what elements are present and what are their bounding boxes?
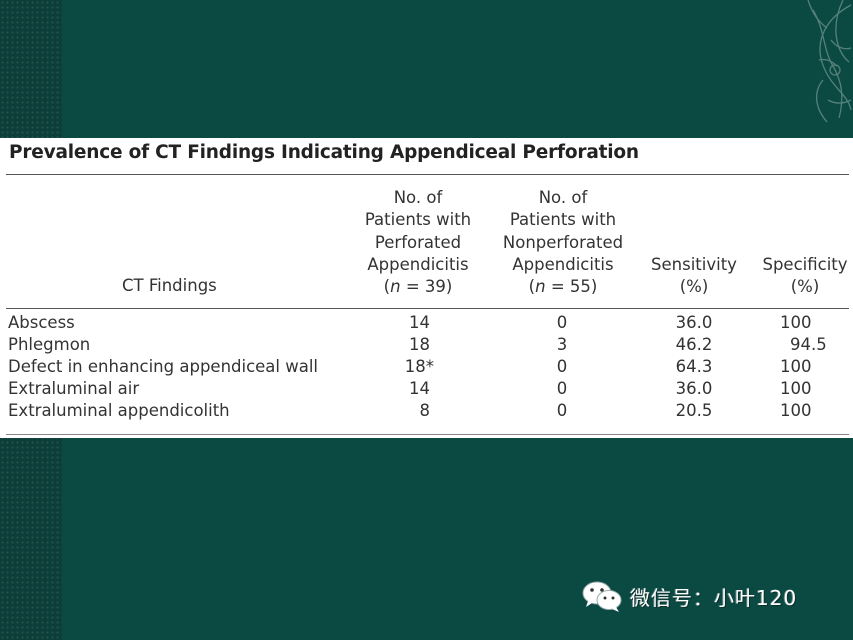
header-nonperforated: No. of Patients with Nonperforated Appen… bbox=[495, 187, 631, 298]
header-sensitivity-line: (%) bbox=[679, 277, 709, 297]
header-perforated-line: Perforated bbox=[374, 232, 462, 252]
header-perforated-line: Appendicitis bbox=[367, 254, 469, 274]
header-specificity-line: Specificity bbox=[762, 255, 848, 274]
wechat-icon bbox=[582, 581, 622, 612]
header-perforated-n: (n = 39) bbox=[383, 277, 453, 297]
cell-specificity: 100 bbox=[780, 313, 812, 332]
cell-sensitivity: 20.5 bbox=[675, 401, 713, 420]
cell-nonperforated: 0 bbox=[556, 401, 568, 420]
cell-nonperforated: 0 bbox=[556, 379, 568, 398]
cell-perforated: 14 bbox=[409, 313, 430, 332]
header-perforated-line: Patients with bbox=[364, 210, 472, 230]
cell-perforated: 8 bbox=[419, 401, 431, 420]
cell-nonperforated: 3 bbox=[556, 335, 568, 354]
cell-finding: Phlegmon bbox=[8, 335, 91, 354]
cell-sensitivity: 46.2 bbox=[675, 335, 713, 354]
cell-specificity: 100 bbox=[780, 401, 812, 420]
cell-finding: Extraluminal air bbox=[8, 379, 140, 398]
watermark: 微信号：小叶120 bbox=[580, 578, 797, 614]
cell-finding: Extraluminal appendicolith bbox=[8, 401, 230, 420]
cell-perforated: 18 bbox=[409, 335, 430, 354]
header-sensitivity: Sensitivity (%) bbox=[647, 254, 741, 299]
cell-nonperforated: 0 bbox=[556, 313, 568, 332]
cell-sensitivity: 64.3 bbox=[675, 357, 713, 376]
header-sensitivity-line: Sensitivity bbox=[651, 255, 737, 274]
header-nonperforated-line: No. of bbox=[538, 188, 588, 207]
findings-table: Prevalence of CT Findings Indicating App… bbox=[0, 138, 853, 438]
cell-nonperforated: 0 bbox=[556, 357, 568, 376]
phoenix-ornament-icon bbox=[807, 0, 852, 123]
header-nonperforated-line: Nonperforated bbox=[502, 232, 624, 252]
watermark-text: 微信号：小叶120 bbox=[630, 585, 798, 610]
header-specificity: Specificity (%) bbox=[757, 254, 853, 299]
cell-specificity: 100 bbox=[780, 379, 812, 398]
cell-perforated: 14 bbox=[409, 379, 430, 398]
header-specificity-line: (%) bbox=[790, 277, 820, 297]
cell-specificity: 100 bbox=[780, 357, 812, 376]
cell-specificity: 94.5 bbox=[790, 335, 827, 354]
cell-perforated: 18* bbox=[404, 357, 434, 376]
cell-finding: Abscess bbox=[8, 313, 75, 332]
header-nonperforated-line: Patients with bbox=[509, 210, 617, 230]
header-ct-findings: CT Findings bbox=[122, 276, 217, 295]
cell-finding: Defect in enhancing appendiceal wall bbox=[8, 357, 319, 376]
table-bottom-rule bbox=[6, 434, 849, 435]
table-top-rule bbox=[6, 174, 849, 175]
header-perforated: No. of Patients with Perforated Appendic… bbox=[356, 187, 480, 298]
header-perforated-line: No. of bbox=[393, 188, 443, 207]
cell-sensitivity: 36.0 bbox=[675, 379, 713, 398]
header-nonperforated-n: (n = 55) bbox=[528, 277, 598, 297]
table-title: Prevalence of CT Findings Indicating App… bbox=[9, 142, 639, 163]
header-nonperforated-line: Appendicitis bbox=[512, 254, 614, 274]
cell-sensitivity: 36.0 bbox=[675, 313, 713, 332]
table-header-rule bbox=[6, 308, 849, 309]
